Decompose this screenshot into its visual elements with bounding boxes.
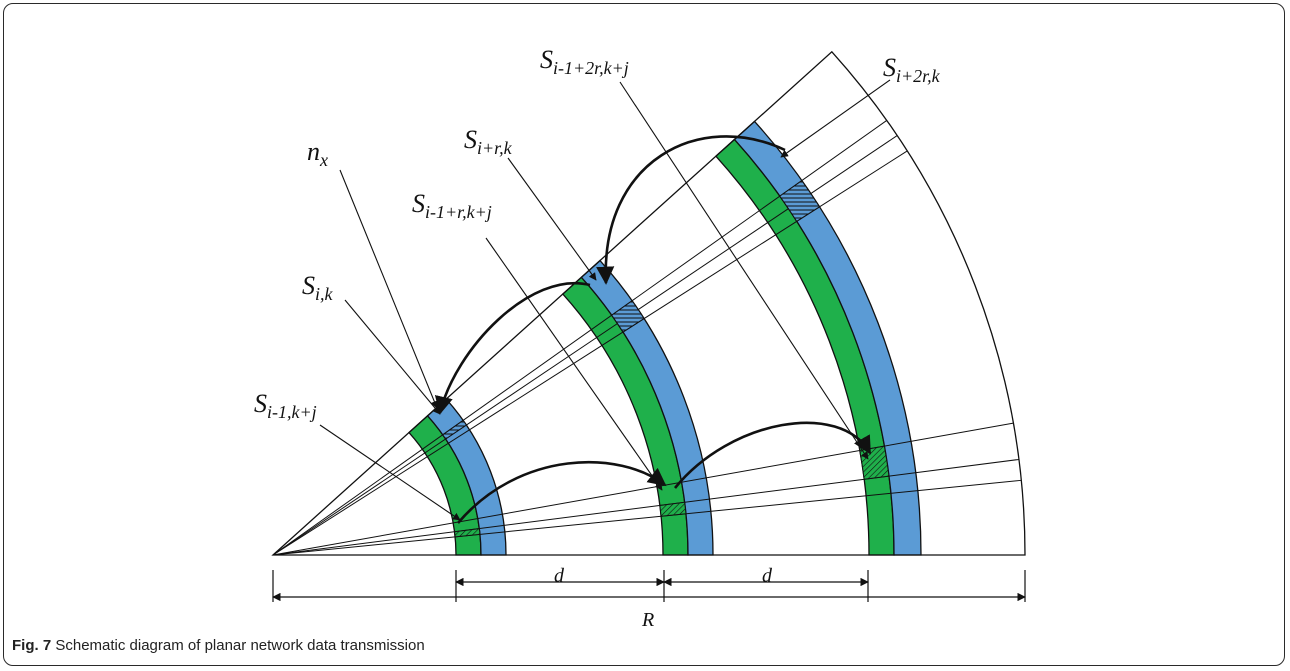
leader-5 [485,237,663,491]
leader-4 [507,157,597,281]
transmission-arcs [434,135,872,524]
leader-6 [619,81,869,460]
figure-caption: Fig. 7 Schematic diagram of planar netwo… [12,637,425,654]
label-s-i-1-2r-k-j: Si-1+2r,k+j [540,45,629,78]
label-s-i-1-r-k-j: Si-1+r,k+j [412,189,492,222]
arc-3 [457,461,667,524]
green-cell-1 [453,528,481,538]
leader-7 [780,79,891,158]
blue-cell-2 [611,300,645,333]
dim-label-d-1: d [554,565,565,587]
label-s-i-k: Si,k [302,271,334,304]
arc-4 [673,421,872,489]
sector-outline [271,50,1026,556]
blue-cell-1 [442,419,468,440]
blue-cell-3 [779,179,821,223]
arc-2 [434,281,591,415]
leader-2 [344,299,441,415]
leader-3 [319,424,461,521]
radial-line-6 [272,479,1022,556]
dim-label-R: R [641,609,654,631]
caption-label: Fig. 7 [12,637,52,654]
label-s-i-1-k-j: Si-1,k+j [254,389,317,422]
green-cell-3 [859,445,890,480]
dimension-lines [272,570,1026,602]
label-n-x: nx [307,137,328,170]
radial-line-4 [272,422,1014,556]
leader-lines [319,79,891,521]
ring-bands [408,120,922,556]
label-s-i-2r-k: Si+2r,k [883,53,941,86]
sector-boundary [271,50,1026,556]
caption-text: Schematic diagram of planar network data… [55,637,425,654]
green-cell-2 [659,501,687,517]
label-s-i-r-k: Si+r,k [464,125,513,158]
radial-line-5 [272,458,1019,556]
leader-1 [339,169,438,409]
arc-1 [596,135,786,285]
dim-label-d-2: d [762,565,773,587]
